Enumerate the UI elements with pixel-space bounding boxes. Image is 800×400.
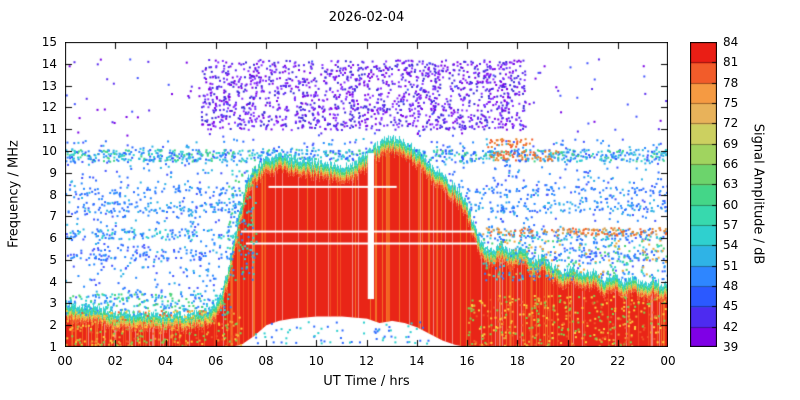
colorbar-tick-label: 51 bbox=[723, 258, 739, 273]
colorbar-tick-label: 60 bbox=[723, 197, 739, 212]
y-tick-label: 5 bbox=[49, 252, 57, 267]
colorbar-tick-label: 69 bbox=[723, 136, 739, 151]
colorbar-tick-label: 48 bbox=[723, 279, 739, 293]
x-tick-label: 20 bbox=[559, 354, 576, 368]
colorbar-tick-label: 75 bbox=[723, 96, 739, 110]
x-tick-label: 00 bbox=[57, 354, 73, 368]
x-tick-label: 16 bbox=[459, 354, 475, 368]
x-tick-label: 02 bbox=[107, 354, 123, 368]
y-tick-label: 7 bbox=[49, 209, 57, 224]
y-tick-label: 6 bbox=[49, 231, 57, 246]
y-axis-label: Frequency / MHz bbox=[6, 140, 22, 248]
y-tick-label: 9 bbox=[49, 165, 57, 180]
x-tick-label: 14 bbox=[409, 354, 425, 368]
y-tick-label: 1 bbox=[49, 340, 57, 354]
y-tick-label: 10 bbox=[41, 143, 57, 158]
y-tick-label: 3 bbox=[49, 296, 57, 311]
colorbar-tick-label: 84 bbox=[723, 35, 739, 49]
colorbar-tick-label: 72 bbox=[723, 116, 739, 131]
x-tick-label: 22 bbox=[610, 354, 626, 368]
x-tick-label: 12 bbox=[358, 354, 375, 368]
colorbar-tick-label: 81 bbox=[723, 55, 739, 70]
colorbar-tick-label: 57 bbox=[723, 218, 739, 232]
y-tick-label: 11 bbox=[41, 122, 57, 137]
y-tick-label: 13 bbox=[41, 78, 57, 93]
x-tick-label: 04 bbox=[157, 354, 174, 368]
y-tick-label: 15 bbox=[41, 35, 57, 49]
colorbar-tick-label: 39 bbox=[723, 340, 739, 354]
colorbar bbox=[690, 42, 717, 347]
colorbar-tick-label: 42 bbox=[723, 319, 739, 334]
colorbar-tick-label: 45 bbox=[723, 299, 739, 314]
colorbar-tick-label: 78 bbox=[723, 75, 739, 90]
y-tick-label: 2 bbox=[49, 318, 57, 333]
spectrogram-plot bbox=[65, 42, 668, 347]
y-tick-label: 8 bbox=[49, 187, 57, 202]
chart-title: 2026-02-04 bbox=[328, 10, 405, 25]
colorbar-tick-label: 54 bbox=[723, 238, 739, 253]
x-tick-label: 00 bbox=[660, 354, 676, 368]
y-tick-label: 4 bbox=[49, 274, 57, 289]
colorbar-tick-label: 66 bbox=[723, 157, 739, 171]
colorbar-tick-label: 63 bbox=[723, 177, 739, 192]
x-tick-label: 08 bbox=[258, 354, 274, 368]
y-tick-label: 14 bbox=[41, 56, 57, 71]
x-tick-label: 18 bbox=[509, 354, 525, 368]
x-tick-label: 10 bbox=[308, 354, 324, 368]
y-tick-label: 12 bbox=[41, 100, 57, 115]
x-tick-label: 06 bbox=[208, 354, 224, 368]
x-axis-label: UT Time / hrs bbox=[323, 374, 410, 389]
